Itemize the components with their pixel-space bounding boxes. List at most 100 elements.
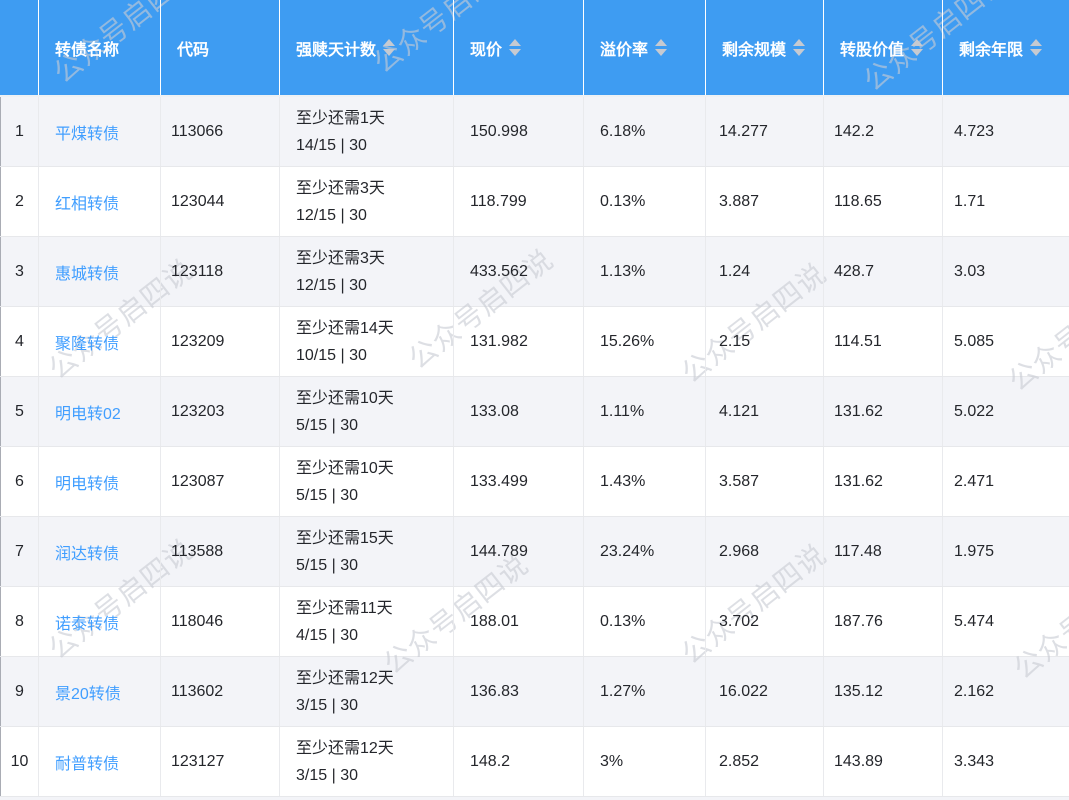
bond-name-link[interactable]: 明电转债: [55, 475, 120, 493]
column-header-remaining-years[interactable]: 剩余年限: [942, 0, 1069, 95]
table-header: 转债名称 代码 强赎天计数 现价 溢价率 剩余规模 转股价值 剩余年限: [0, 0, 1069, 95]
bond-name-link[interactable]: 惠城转债: [55, 265, 120, 283]
conversion-value-value: 118.65: [834, 192, 882, 210]
row-index-value: 6: [15, 472, 24, 490]
remaining-size-value: 1.24: [719, 262, 751, 280]
price-value: 144.789: [470, 542, 528, 560]
row-index-cell: 7: [0, 517, 38, 586]
redeem-days-cell: 至少还需14天 10/15 | 30: [279, 307, 453, 376]
bond-name-link[interactable]: 明电转02: [55, 405, 121, 423]
redeem-days-text: 至少还需10天 5/15 | 30: [296, 455, 394, 509]
conversion-value-value: 143.89: [834, 752, 883, 770]
redeem-days-text: 至少还需1天 14/15 | 30: [296, 105, 385, 159]
bond-name-link[interactable]: 润达转债: [55, 545, 120, 563]
conversion-value-value: 117.48: [834, 542, 882, 560]
redeem-days-line2: 3/15 | 30: [296, 696, 358, 714]
remaining-size-value: 2.852: [719, 752, 760, 770]
row-index-value: 7: [15, 542, 24, 560]
column-header-price[interactable]: 现价: [453, 0, 583, 95]
redeem-days-line1: 至少还需12天: [296, 739, 394, 757]
bond-code-cell: 118046: [160, 587, 279, 656]
column-header-remaining-size[interactable]: 剩余规模: [705, 0, 823, 95]
bond-name-link[interactable]: 诺泰转债: [55, 615, 120, 633]
bond-code-value: 123203: [171, 402, 225, 420]
price-value: 133.499: [470, 472, 528, 490]
conversion-value-value: 428.7: [834, 262, 875, 280]
bond-code-value: 113588: [171, 542, 224, 560]
column-header-bond-name: 转债名称: [38, 0, 160, 95]
bond-code-value: 118046: [171, 612, 224, 630]
remaining-size-cell: 2.15: [705, 307, 823, 376]
remaining-years-value: 4.723: [954, 122, 995, 140]
bond-name-link[interactable]: 耐普转债: [55, 755, 120, 773]
row-index-value: 5: [15, 402, 24, 420]
bond-name-link[interactable]: 聚隆转债: [55, 335, 120, 353]
redeem-days-text: 至少还需10天 5/15 | 30: [296, 385, 394, 439]
conversion-value-value: 135.12: [834, 682, 883, 700]
remaining-size-value: 3.702: [719, 612, 760, 630]
redeem-days-line2: 5/15 | 30: [296, 556, 358, 574]
remaining-years-cell: 1.975: [942, 517, 1069, 586]
redeem-days-text: 至少还需12天 3/15 | 30: [296, 735, 394, 789]
conversion-value-cell: 118.65: [823, 167, 942, 236]
bond-name-cell: 景20转债: [38, 657, 160, 726]
bond-name-link[interactable]: 红相转债: [55, 195, 120, 213]
table-row: 3 惠城转债 123118 至少还需3天 12/15 | 30 433.562 1.13% 1…: [0, 237, 1069, 307]
column-header-premium-rate[interactable]: 溢价率: [583, 0, 705, 95]
row-index-cell: 8: [0, 587, 38, 656]
remaining-size-cell: 1.24: [705, 237, 823, 306]
sort-caret-up-icon: [911, 39, 924, 46]
redeem-days-cell: 至少还需3天 12/15 | 30: [279, 237, 453, 306]
price-value: 118.799: [470, 192, 527, 210]
conversion-value-cell: 135.12: [823, 657, 942, 726]
sort-caret-down-icon: [383, 49, 396, 56]
column-header-label: 溢价率: [600, 41, 649, 59]
remaining-size-cell: 4.121: [705, 377, 823, 446]
remaining-size-cell: 3.887: [705, 167, 823, 236]
bond-code-cell: 123044: [160, 167, 279, 236]
premium-rate-value: 6.18%: [600, 122, 646, 140]
bond-code-cell: 113588: [160, 517, 279, 586]
bond-name-link[interactable]: 平煤转债: [55, 125, 120, 143]
remaining-years-cell: 5.474: [942, 587, 1069, 656]
row-index-cell: 2: [0, 167, 38, 236]
price-value: 148.2: [470, 752, 511, 770]
table-row: 8 诺泰转债 118046 至少还需11天 4/15 | 30 188.01 0.13% 3.…: [0, 587, 1069, 657]
remaining-size-value: 3.587: [719, 472, 760, 490]
bond-code-value: 123127: [171, 752, 225, 770]
bond-code-value: 123087: [171, 472, 225, 490]
remaining-size-value: 3.887: [719, 192, 760, 210]
remaining-size-cell: 3.702: [705, 587, 823, 656]
redeem-days-line2: 5/15 | 30: [296, 486, 358, 504]
bond-name-cell: 聚隆转债: [38, 307, 160, 376]
sort-caret-icon: [509, 39, 522, 56]
row-index-value: 10: [10, 752, 29, 770]
bond-name-cell: 明电转02: [38, 377, 160, 446]
column-header-redeem-days[interactable]: 强赎天计数: [279, 0, 453, 95]
table-row: 10 耐普转债 123127 至少还需12天 3/15 | 30 148.2 3% 2.852…: [0, 727, 1069, 797]
remaining-size-value: 2.968: [719, 542, 760, 560]
bond-name-link[interactable]: 景20转债: [55, 685, 121, 703]
column-header-conversion-value[interactable]: 转股价值: [823, 0, 942, 95]
redeem-days-line1: 至少还需3天: [296, 249, 385, 267]
premium-rate-cell: 1.13%: [583, 237, 705, 306]
remaining-years-cell: 2.471: [942, 447, 1069, 516]
redeem-days-cell: 至少还需15天 5/15 | 30: [279, 517, 453, 586]
bond-code-cell: 123118: [160, 237, 279, 306]
conversion-value-value: 131.62: [834, 472, 883, 490]
bond-code-value: 123209: [171, 332, 225, 350]
remaining-size-cell: 2.852: [705, 727, 823, 796]
row-index-cell: 1: [0, 97, 38, 166]
redeem-days-cell: 至少还需10天 5/15 | 30: [279, 447, 453, 516]
remaining-years-value: 5.474: [954, 612, 995, 630]
row-index-cell: 6: [0, 447, 38, 516]
row-index-value: 8: [15, 612, 24, 630]
redeem-days-text: 至少还需12天 3/15 | 30: [296, 665, 394, 719]
sort-caret-icon: [655, 39, 668, 56]
column-header-label: 剩余规模: [722, 41, 787, 59]
sort-caret-up-icon: [793, 39, 806, 46]
remaining-size-cell: 16.022: [705, 657, 823, 726]
price-value: 188.01: [470, 612, 519, 630]
row-index-value: 3: [15, 262, 24, 280]
